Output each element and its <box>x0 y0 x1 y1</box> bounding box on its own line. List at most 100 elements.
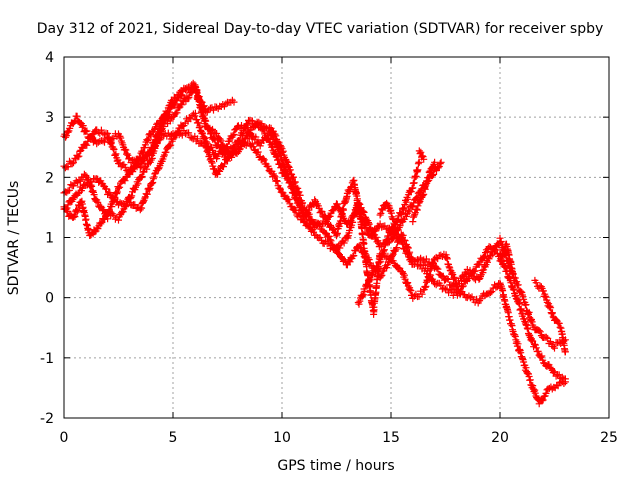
data-point-track-6 <box>355 300 363 308</box>
data-point-track-5 <box>330 225 337 233</box>
y-tick-label: 0 <box>45 291 54 307</box>
data-point-track-5 <box>175 104 183 112</box>
data-point-track-4 <box>365 219 372 227</box>
data-point-track-4 <box>327 237 335 245</box>
data-point-track-2 <box>74 153 82 161</box>
data-point-track-3 <box>259 155 267 162</box>
data-point-track-11 <box>555 319 563 327</box>
data-point-track-2 <box>407 188 415 196</box>
y-axis-label: SDTVAR / TECUs <box>6 181 22 296</box>
data-point-track-11 <box>532 279 540 287</box>
data-point-track-5 <box>122 202 130 210</box>
data-point-track-7 <box>413 205 421 213</box>
data-point-track-3 <box>208 159 216 167</box>
data-point-track-3 <box>528 318 536 326</box>
data-point-track-2 <box>75 152 83 160</box>
data-point-track-4 <box>169 135 177 143</box>
data-point-track-2 <box>112 150 120 158</box>
data-point-track-5 <box>340 206 347 214</box>
data-point-track-3 <box>549 343 557 350</box>
data-point-track-1 <box>79 122 87 130</box>
data-point-track-4 <box>365 220 373 228</box>
data-point-track-4 <box>167 141 175 149</box>
data-point-track-1 <box>117 134 125 142</box>
data-point-track-5 <box>424 267 432 275</box>
data-point-track-4 <box>229 132 237 140</box>
data-point-track-5 <box>260 127 268 135</box>
data-point-track-5 <box>459 282 467 290</box>
y-tick-label: -1 <box>40 351 54 367</box>
data-point-track-3 <box>270 172 278 180</box>
data-point-track-4 <box>340 239 348 247</box>
data-point-track-5 <box>480 253 488 261</box>
plot-frame <box>63 56 610 419</box>
data-point-track-3 <box>194 135 201 143</box>
data-point-track-2 <box>70 159 77 167</box>
data-point-track-2 <box>294 184 302 192</box>
data-point-track-1 <box>123 150 131 158</box>
data-point-track-6 <box>361 287 369 295</box>
data-point-track-9 <box>377 209 385 217</box>
data-point-track-6 <box>561 378 569 386</box>
data-point-track-5 <box>71 213 79 221</box>
data-point-track-3 <box>216 167 224 175</box>
data-points <box>60 79 569 408</box>
data-point-track-5 <box>128 192 136 200</box>
data-point-track-5 <box>232 141 240 148</box>
data-point-track-6 <box>529 382 537 390</box>
data-point-track-2 <box>163 110 171 117</box>
data-point-track-1 <box>91 136 98 144</box>
data-point-track-6 <box>514 340 522 348</box>
data-point-track-4 <box>195 119 203 127</box>
data-point-track-3 <box>276 185 284 193</box>
data-point-track-4 <box>368 226 376 234</box>
data-point-track-3 <box>525 308 533 316</box>
data-point-track-5 <box>137 174 145 181</box>
data-point-track-6 <box>444 275 452 283</box>
data-point-track-3 <box>113 190 121 198</box>
data-point-track-3 <box>260 156 268 164</box>
data-point-track-4 <box>160 153 168 161</box>
data-point-track-3 <box>356 244 364 252</box>
data-point-track-4 <box>64 201 72 209</box>
data-point-track-4 <box>187 115 195 123</box>
data-point-track-4 <box>88 178 96 186</box>
data-point-track-5 <box>509 285 517 293</box>
data-point-track-5 <box>108 210 116 218</box>
data-point-track-5 <box>414 262 421 270</box>
data-point-track-6 <box>542 389 550 397</box>
y-tick-label: 3 <box>45 110 54 126</box>
data-point-track-5 <box>127 193 135 201</box>
data-point-track-2 <box>333 200 341 208</box>
data-point-track-6 <box>488 288 496 296</box>
data-point-track-3 <box>417 287 425 295</box>
data-point-track-4 <box>148 180 156 187</box>
data-point-track-6 <box>434 265 442 273</box>
data-point-track-3 <box>340 256 348 264</box>
data-point-track-6 <box>365 277 372 285</box>
data-point-track-6 <box>390 226 398 234</box>
data-point-track-3 <box>535 327 543 335</box>
data-point-track-3 <box>285 196 293 203</box>
data-point-track-6 <box>554 382 562 390</box>
data-point-track-5 <box>279 168 287 176</box>
data-point-track-2 <box>107 139 115 147</box>
chart-title: Day 312 of 2021, Sidereal Day-to-day VTE… <box>37 21 604 37</box>
data-point-track-3 <box>129 168 137 176</box>
data-point-track-11 <box>556 323 564 331</box>
data-point-track-4 <box>434 164 442 172</box>
data-point-track-4 <box>325 232 333 240</box>
data-point-track-6 <box>362 280 370 288</box>
data-point-track-6 <box>428 259 436 267</box>
data-point-track-4 <box>359 208 367 216</box>
data-point-track-6 <box>433 264 441 272</box>
data-point-track-5 <box>217 137 225 145</box>
data-point-track-4 <box>396 222 404 230</box>
data-point-track-2 <box>121 163 129 171</box>
data-point-track-5 <box>216 135 224 143</box>
data-point-track-3 <box>378 271 386 279</box>
data-point-track-2 <box>378 223 386 231</box>
data-point-track-3 <box>480 262 488 270</box>
data-point-track-3 <box>271 173 279 181</box>
data-point-track-6 <box>364 281 372 289</box>
